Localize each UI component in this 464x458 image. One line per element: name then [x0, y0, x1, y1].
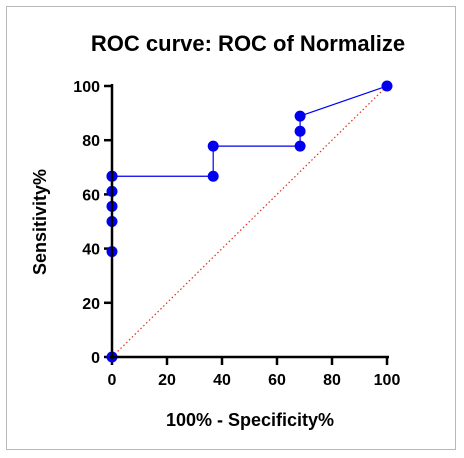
roc-point — [207, 170, 219, 182]
x-tick-label: 100 — [374, 372, 401, 389]
x-axis-ticks: 0 20 40 60 80 100 — [108, 357, 401, 389]
chart-frame — [6, 6, 456, 450]
y-tick-label: 0 — [91, 350, 100, 367]
chart-title: ROC curve: ROC of Normalize — [91, 31, 405, 56]
x-tick-label: 0 — [108, 372, 117, 389]
roc-point — [381, 80, 393, 92]
x-axis-label: 100% - Specificity% — [166, 410, 334, 430]
x-tick-label: 60 — [268, 372, 286, 389]
x-tick-label: 20 — [158, 372, 176, 389]
x-tick-label: 80 — [323, 372, 341, 389]
y-axis-label: Sensitivity% — [30, 169, 50, 275]
y-tick-label: 80 — [82, 133, 100, 150]
y-tick-label: 60 — [82, 187, 100, 204]
roc-point — [294, 125, 306, 137]
roc-point — [207, 140, 219, 152]
y-tick-label: 40 — [82, 242, 100, 259]
x-tick-label: 40 — [213, 372, 231, 389]
plot-area — [106, 80, 393, 363]
roc-point — [294, 140, 306, 152]
reference-diagonal-line — [111, 85, 388, 358]
roc-point — [294, 110, 306, 122]
y-tick-label: 100 — [73, 79, 100, 96]
y-axis-ticks: 0 20 40 60 80 100 — [73, 79, 112, 367]
y-tick-label: 20 — [82, 296, 100, 313]
